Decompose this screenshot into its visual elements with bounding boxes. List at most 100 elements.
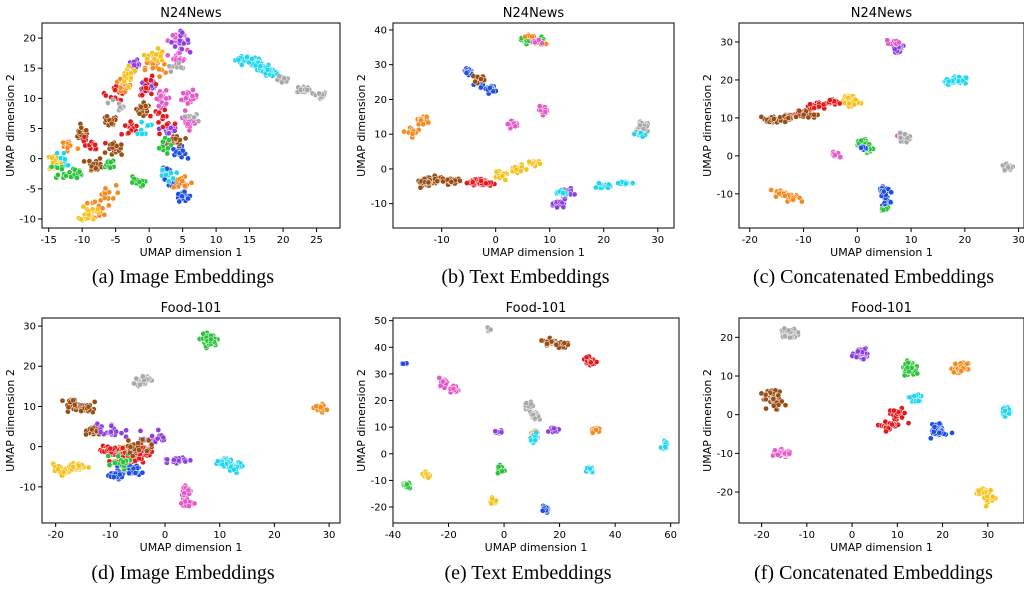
point-blue — [936, 420, 943, 427]
y-tick-label: 10 — [23, 402, 36, 413]
point-cyan — [219, 461, 226, 468]
point-green — [48, 163, 55, 170]
point-cyan — [60, 150, 67, 157]
point-brown — [770, 396, 777, 402]
x-tick-label: 5 — [179, 235, 185, 246]
y-tick-label: 40 — [374, 343, 387, 354]
point-brown — [109, 140, 116, 147]
x-tick-label: 30 — [1012, 235, 1024, 246]
subfigure-caption: (e) Text Embeddings — [444, 562, 611, 584]
point-magenta — [181, 490, 188, 496]
point-brown — [758, 114, 765, 120]
point-brown — [785, 115, 792, 121]
point-yellow — [425, 474, 432, 481]
point-green — [129, 179, 136, 186]
point-magenta — [539, 40, 545, 47]
point-purple — [165, 130, 172, 137]
x-tick-label: -20 — [753, 530, 769, 541]
point-cyan — [596, 180, 602, 187]
point-purple — [113, 428, 120, 435]
point-purple — [182, 458, 189, 465]
point-cyan — [911, 393, 918, 399]
point-cyan — [631, 131, 638, 137]
point-brown — [796, 107, 803, 114]
point-brown — [472, 78, 478, 85]
x-tick-label: 0 — [492, 235, 498, 246]
x-tick-label: -10 — [795, 235, 811, 246]
point-magenta — [186, 127, 193, 134]
point-yellow — [85, 464, 92, 471]
point-orange — [420, 121, 426, 128]
point-green — [139, 182, 146, 189]
point-magenta — [157, 93, 164, 100]
point-magenta — [184, 120, 191, 127]
point-red — [478, 178, 484, 184]
point-purple — [175, 457, 182, 464]
point-yellow — [517, 168, 524, 174]
subfigure-caption: (d) Image Embeddings — [91, 562, 274, 584]
point-yellow — [141, 52, 147, 59]
x-tick-label: 30 — [323, 530, 336, 541]
point-red — [156, 109, 163, 116]
point-cyan — [244, 54, 250, 61]
y-tick-label: 10 — [720, 113, 733, 124]
point-green — [106, 462, 113, 468]
plot-frame — [392, 22, 675, 229]
point-red — [127, 118, 134, 125]
point-yellow — [127, 70, 134, 77]
point-yellow — [94, 206, 101, 213]
point-blue — [463, 70, 470, 76]
point-yellow — [499, 173, 506, 179]
point-brown — [811, 111, 817, 118]
point-gray — [167, 68, 174, 75]
point-orange — [64, 144, 71, 151]
point-cyan — [144, 122, 151, 129]
point-red — [139, 92, 146, 99]
point-magenta — [832, 152, 838, 158]
scatter-points — [50, 330, 330, 509]
point-purple — [164, 456, 171, 463]
point-yellow — [523, 166, 530, 173]
x-tick-label: 20 — [958, 235, 971, 246]
point-gray — [133, 375, 140, 382]
point-brown — [86, 158, 93, 164]
point-purple — [185, 37, 191, 43]
point-purple — [551, 425, 557, 432]
point-magenta — [163, 87, 170, 94]
x-tick-label: 20 — [277, 235, 290, 246]
point-brown — [78, 408, 84, 414]
point-blue — [858, 144, 864, 151]
point-purple — [187, 49, 193, 56]
x-axis-label: UMAP dimension 1 — [140, 541, 243, 554]
point-brown — [456, 177, 463, 184]
point-gray — [897, 134, 904, 141]
point-red — [119, 445, 126, 451]
point-green — [499, 468, 505, 475]
point-gray — [110, 97, 116, 103]
point-orange — [958, 368, 965, 374]
point-red — [905, 420, 912, 426]
point-cyan — [230, 466, 237, 473]
point-magenta — [775, 451, 781, 458]
y-axis-label: UMAP dimension 2 — [701, 369, 714, 472]
point-red — [464, 180, 470, 186]
x-tick-label: 30 — [981, 530, 994, 541]
point-red — [583, 354, 590, 361]
point-yellow — [151, 56, 158, 62]
point-yellow — [85, 211, 92, 218]
point-brown — [118, 141, 125, 148]
point-cyan — [249, 56, 255, 62]
point-brown — [778, 398, 785, 405]
x-tick-label: -10 — [102, 530, 118, 541]
y-tick-label: 20 — [720, 75, 733, 86]
x-tick-label: 10 — [905, 235, 918, 246]
point-purple — [168, 39, 175, 46]
point-blue — [477, 84, 484, 91]
point-orange — [105, 202, 112, 209]
point-cyan — [168, 170, 174, 176]
point-magenta — [535, 37, 542, 43]
y-tick-label: 0 — [381, 449, 387, 460]
point-blue — [887, 199, 894, 205]
point-brown — [782, 119, 789, 125]
point-gray — [304, 86, 311, 93]
